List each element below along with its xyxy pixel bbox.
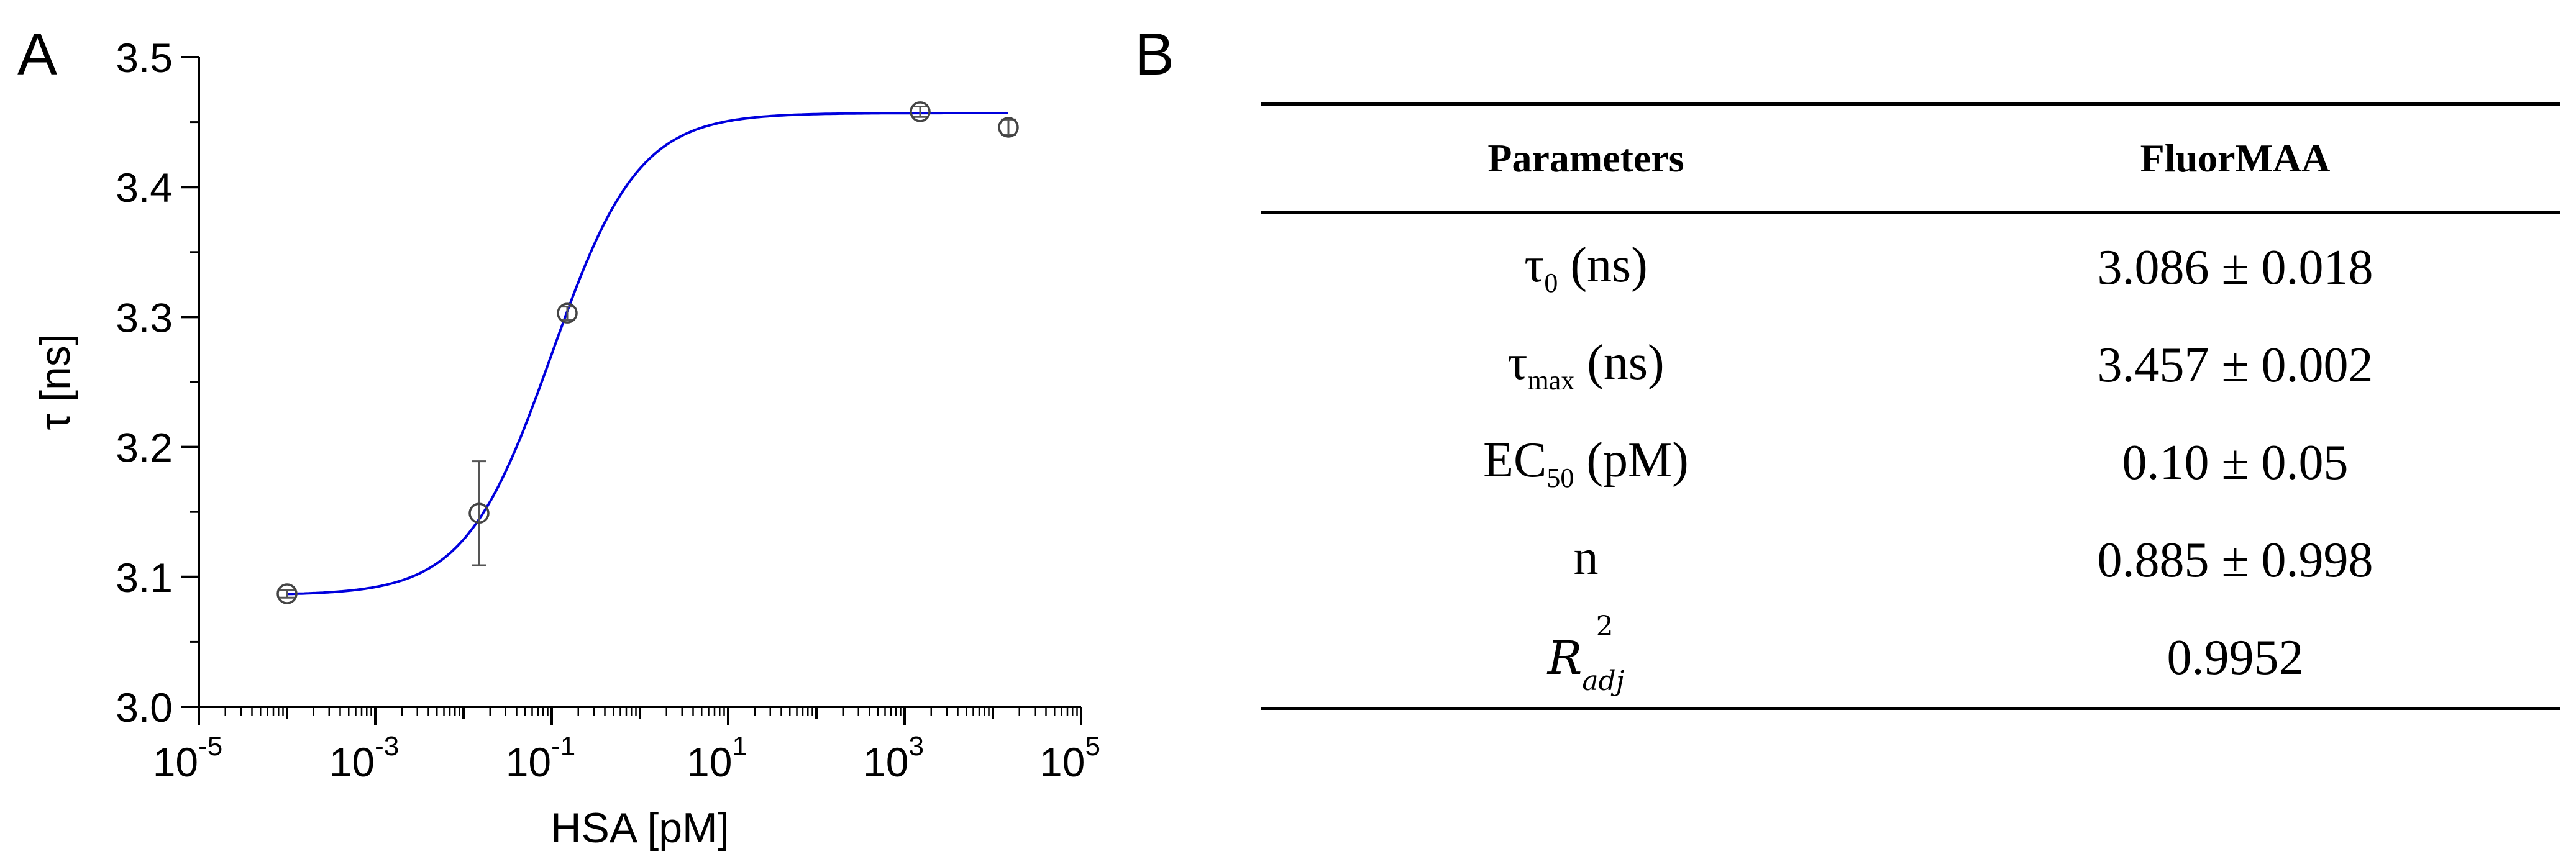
axes bbox=[198, 57, 1081, 708]
table-top-rule bbox=[1261, 102, 2560, 106]
rsq-subscript: adj bbox=[1582, 665, 1625, 697]
x-tick-label: 10-1 bbox=[506, 731, 576, 785]
param-subscript: 50 bbox=[1546, 463, 1574, 493]
y-tick-label: 3.2 bbox=[116, 425, 173, 471]
param-unit: (ns) bbox=[1574, 335, 1665, 390]
param-symbol: EC bbox=[1483, 433, 1547, 488]
x-tick-label: 105 bbox=[1039, 731, 1100, 785]
fit-curve bbox=[286, 112, 1008, 596]
x-tick-label: 101 bbox=[687, 731, 747, 785]
rsq-letter: R bbox=[1547, 632, 1583, 685]
param-cell: EC50 (pM) bbox=[1261, 432, 1911, 494]
ticks: 3.0 3.1 3.2 3.3 3.4 3.5 10-5 10-3 10-1 101 103 105 bbox=[116, 35, 1100, 785]
panel-a-letter: A bbox=[17, 21, 58, 88]
param-cell: n bbox=[1261, 530, 1911, 591]
value-cell: 0.9952 bbox=[2167, 630, 2304, 685]
data-point bbox=[557, 302, 578, 324]
header-fluormaa: FluorMAA bbox=[2140, 136, 2331, 180]
table-header-rule bbox=[1261, 211, 2560, 214]
table-header-row: Parameters FluorMAA bbox=[1261, 106, 2560, 211]
param-symbol: n bbox=[1573, 530, 1599, 585]
point-marker bbox=[998, 117, 1019, 138]
y-tick-label: 3.4 bbox=[116, 165, 173, 211]
param-subscript: 0 bbox=[1544, 268, 1558, 298]
point-marker bbox=[468, 502, 490, 524]
data-point bbox=[276, 583, 298, 604]
value-cell: 3.086 ± 0.018 bbox=[2097, 240, 2373, 295]
x-tick-label: 10-5 bbox=[153, 731, 223, 785]
param-unit: (ns) bbox=[1558, 238, 1648, 293]
param-subscript: max bbox=[1527, 365, 1575, 396]
fit-curve-layer bbox=[286, 112, 1008, 596]
x-axis-label: HSA [pM] bbox=[550, 804, 729, 852]
x-tick-label: 10-3 bbox=[329, 731, 400, 785]
table-bottom-rule bbox=[1261, 707, 2560, 710]
param-cell: R 2 adj bbox=[1261, 611, 1911, 697]
table-row: τ0 (ns) 3.086 ± 0.018 bbox=[1261, 219, 2560, 317]
point-marker bbox=[910, 101, 931, 122]
value-cell: 0.885 ± 0.998 bbox=[2097, 533, 2373, 588]
y-tick-label: 3.0 bbox=[116, 684, 173, 730]
data-point bbox=[468, 460, 490, 566]
param-symbol: τ bbox=[1524, 238, 1545, 293]
tau-vs-hsa-chart: 3.03.13.23.33.43.510-5 10-3 10-1 101 103 105 … bbox=[32, 35, 1100, 852]
x-tick-label: 103 bbox=[863, 731, 924, 785]
y-tick-label: 3.1 bbox=[116, 555, 173, 601]
data-point bbox=[998, 117, 1019, 138]
param-unit: (pM) bbox=[1574, 433, 1689, 488]
rsq-superscript: 2 bbox=[1596, 611, 1614, 642]
panel-b-letter: B bbox=[1135, 21, 1175, 88]
point-marker bbox=[276, 583, 298, 604]
value-cell: 0.10 ± 0.05 bbox=[2122, 435, 2349, 490]
data-point bbox=[910, 101, 931, 122]
data-points-layer bbox=[276, 101, 1019, 604]
param-symbol: τ bbox=[1507, 335, 1528, 390]
r-squared-adj-symbol: R 2 adj bbox=[1547, 611, 1625, 697]
y-tick-label: 3.5 bbox=[116, 35, 173, 81]
y-axis-label: τ [ns] bbox=[32, 334, 79, 430]
header-parameters: Parameters bbox=[1487, 136, 1684, 180]
table-row: EC50 (pM) 0.10 ± 0.05 bbox=[1261, 414, 2560, 512]
y-tick-label: 3.3 bbox=[116, 294, 173, 340]
table-row: R 2 adj 0.9952 bbox=[1261, 609, 2560, 707]
value-cell: 3.457 ± 0.002 bbox=[2097, 338, 2373, 393]
parameters-table: Parameters FluorMAA τ0 (ns) 3.086 ± 0.01… bbox=[1261, 102, 2560, 710]
param-cell: τ0 (ns) bbox=[1261, 237, 1911, 299]
point-marker bbox=[557, 302, 578, 324]
param-cell: τmax (ns) bbox=[1261, 335, 1911, 396]
table-row: n 0.885 ± 0.998 bbox=[1261, 512, 2560, 609]
table-row: τmax (ns) 3.457 ± 0.002 bbox=[1261, 317, 2560, 414]
